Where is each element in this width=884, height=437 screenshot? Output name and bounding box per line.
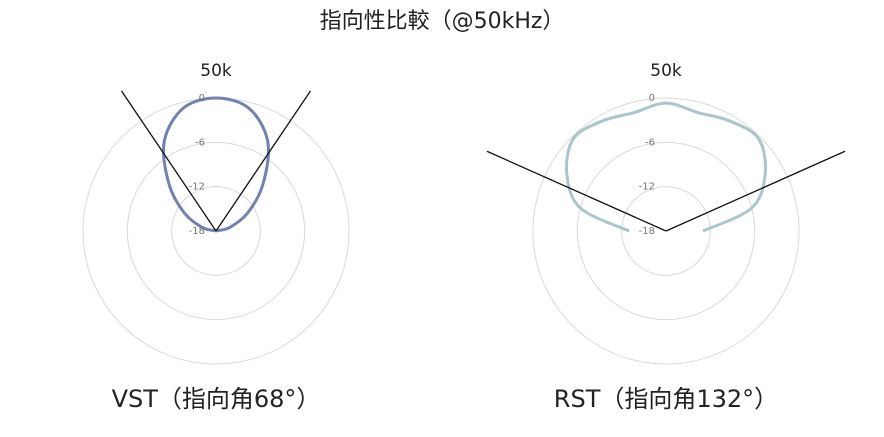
r-tick-label: 0 — [649, 93, 655, 104]
r-tick-label: -12 — [639, 182, 655, 193]
chart-subtitle: VST（指向角68°） — [112, 385, 321, 413]
r-tick-label: -12 — [189, 182, 205, 193]
grid-circle — [532, 97, 800, 365]
grid-circle — [621, 186, 711, 276]
grid-circle — [126, 141, 306, 321]
r-tick-label: -6 — [195, 137, 205, 148]
chart-title: 50k — [650, 61, 682, 81]
chart-subtitle: RST（指向角132°） — [554, 385, 778, 413]
beam-line — [120, 90, 217, 232]
grid-circle — [171, 186, 261, 276]
r-tick-label: 0 — [199, 93, 205, 104]
r-tick-label: -6 — [645, 137, 655, 148]
page-title: 指向性比較（@50kHz） — [320, 9, 565, 34]
polar-line — [162, 96, 270, 233]
beam-line — [486, 150, 667, 232]
r-tick-label: -18 — [639, 226, 655, 237]
polar-line — [565, 101, 767, 233]
beam-line — [665, 150, 846, 232]
grid-circle — [576, 141, 756, 321]
chart-title: 50k — [200, 61, 232, 81]
r-tick-label: -18 — [189, 226, 205, 237]
beam-line — [215, 90, 312, 232]
